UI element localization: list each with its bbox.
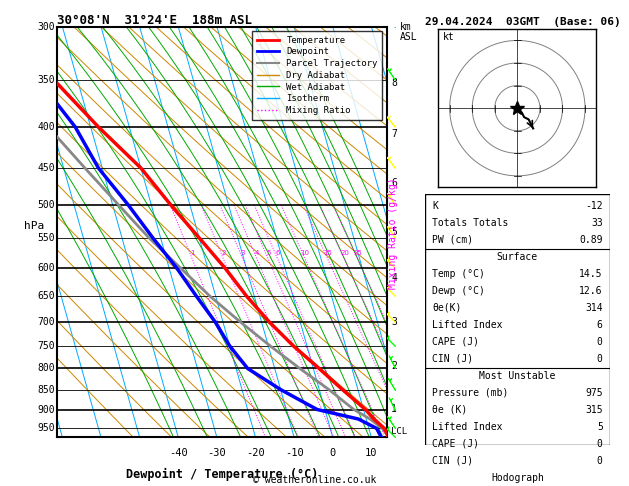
- Text: kt: kt: [443, 33, 455, 42]
- Text: 30°08'N  31°24'E  188m ASL: 30°08'N 31°24'E 188m ASL: [57, 14, 252, 27]
- Text: Most Unstable: Most Unstable: [479, 371, 555, 381]
- Text: 950: 950: [38, 423, 55, 434]
- Text: 10: 10: [365, 448, 377, 458]
- Text: 2: 2: [391, 361, 397, 371]
- Text: 12.6: 12.6: [579, 286, 603, 296]
- Text: 7: 7: [391, 129, 397, 139]
- Text: 3: 3: [391, 317, 397, 328]
- Text: Dewp (°C): Dewp (°C): [432, 286, 485, 296]
- Text: Surface: Surface: [497, 252, 538, 262]
- Text: 500: 500: [38, 200, 55, 210]
- Text: Dewpoint / Temperature (°C): Dewpoint / Temperature (°C): [126, 468, 318, 481]
- Text: 350: 350: [38, 75, 55, 86]
- Text: 10: 10: [301, 250, 309, 256]
- Text: 8: 8: [391, 78, 397, 88]
- Text: 6: 6: [391, 178, 397, 188]
- Text: θe (K): θe (K): [432, 405, 467, 415]
- Text: CAPE (J): CAPE (J): [432, 337, 479, 347]
- Text: -10: -10: [285, 448, 304, 458]
- Text: 15: 15: [323, 250, 332, 256]
- Text: 0: 0: [597, 354, 603, 364]
- Text: 650: 650: [38, 291, 55, 301]
- Text: 315: 315: [585, 405, 603, 415]
- Text: 3: 3: [241, 250, 245, 256]
- Text: 314: 314: [585, 303, 603, 313]
- Text: 2: 2: [221, 250, 226, 256]
- Text: -20: -20: [246, 448, 265, 458]
- Text: 4: 4: [391, 273, 397, 283]
- Text: hPa: hPa: [25, 221, 45, 231]
- Text: 25: 25: [353, 250, 362, 256]
- Text: 700: 700: [38, 317, 55, 327]
- Text: 800: 800: [38, 364, 55, 373]
- Text: 0.89: 0.89: [579, 235, 603, 244]
- Text: -12: -12: [585, 201, 603, 210]
- Text: -30: -30: [208, 448, 226, 458]
- Text: K: K: [432, 201, 438, 210]
- Text: 6: 6: [276, 250, 280, 256]
- Text: 300: 300: [38, 22, 55, 32]
- Text: 0: 0: [597, 337, 603, 347]
- Text: 29.04.2024  03GMT  (Base: 06): 29.04.2024 03GMT (Base: 06): [425, 17, 620, 27]
- Text: CIN (J): CIN (J): [432, 354, 473, 364]
- Text: 550: 550: [38, 233, 55, 243]
- Text: 975: 975: [585, 388, 603, 398]
- Text: ASL: ASL: [400, 32, 418, 42]
- Text: CIN (J): CIN (J): [432, 456, 473, 466]
- Text: Lifted Index: Lifted Index: [432, 320, 503, 330]
- Text: Temp (°C): Temp (°C): [432, 269, 485, 279]
- Text: Pressure (mb): Pressure (mb): [432, 388, 508, 398]
- Text: 5: 5: [266, 250, 270, 256]
- Text: 14.5: 14.5: [579, 269, 603, 279]
- Text: 33: 33: [591, 218, 603, 227]
- Text: Hodograph: Hodograph: [491, 473, 544, 483]
- Text: 0: 0: [597, 456, 603, 466]
- Text: Totals Totals: Totals Totals: [432, 218, 508, 227]
- Text: 5: 5: [391, 226, 397, 237]
- Text: 900: 900: [38, 404, 55, 415]
- Text: 600: 600: [38, 263, 55, 273]
- Text: -40: -40: [169, 448, 187, 458]
- Text: 4: 4: [255, 250, 259, 256]
- Text: 1: 1: [391, 404, 397, 414]
- Text: 850: 850: [38, 384, 55, 395]
- Text: CAPE (J): CAPE (J): [432, 439, 479, 449]
- Text: Mixing Ratio (g/kg): Mixing Ratio (g/kg): [388, 177, 398, 289]
- Text: 6: 6: [597, 320, 603, 330]
- Text: © weatheronline.co.uk: © weatheronline.co.uk: [253, 475, 376, 485]
- Text: 0: 0: [597, 439, 603, 449]
- Text: PW (cm): PW (cm): [432, 235, 473, 244]
- Text: 5: 5: [597, 422, 603, 432]
- Text: 450: 450: [38, 163, 55, 173]
- Text: θe(K): θe(K): [432, 303, 462, 313]
- Text: LCL: LCL: [391, 428, 408, 436]
- Text: km: km: [400, 22, 412, 32]
- Text: 0: 0: [330, 448, 336, 458]
- Text: 20: 20: [340, 250, 349, 256]
- Text: 750: 750: [38, 341, 55, 351]
- Text: 400: 400: [38, 122, 55, 132]
- Text: Lifted Index: Lifted Index: [432, 422, 503, 432]
- Text: 1: 1: [190, 250, 194, 256]
- Legend: Temperature, Dewpoint, Parcel Trajectory, Dry Adiabat, Wet Adiabat, Isotherm, Mi: Temperature, Dewpoint, Parcel Trajectory…: [252, 31, 382, 120]
